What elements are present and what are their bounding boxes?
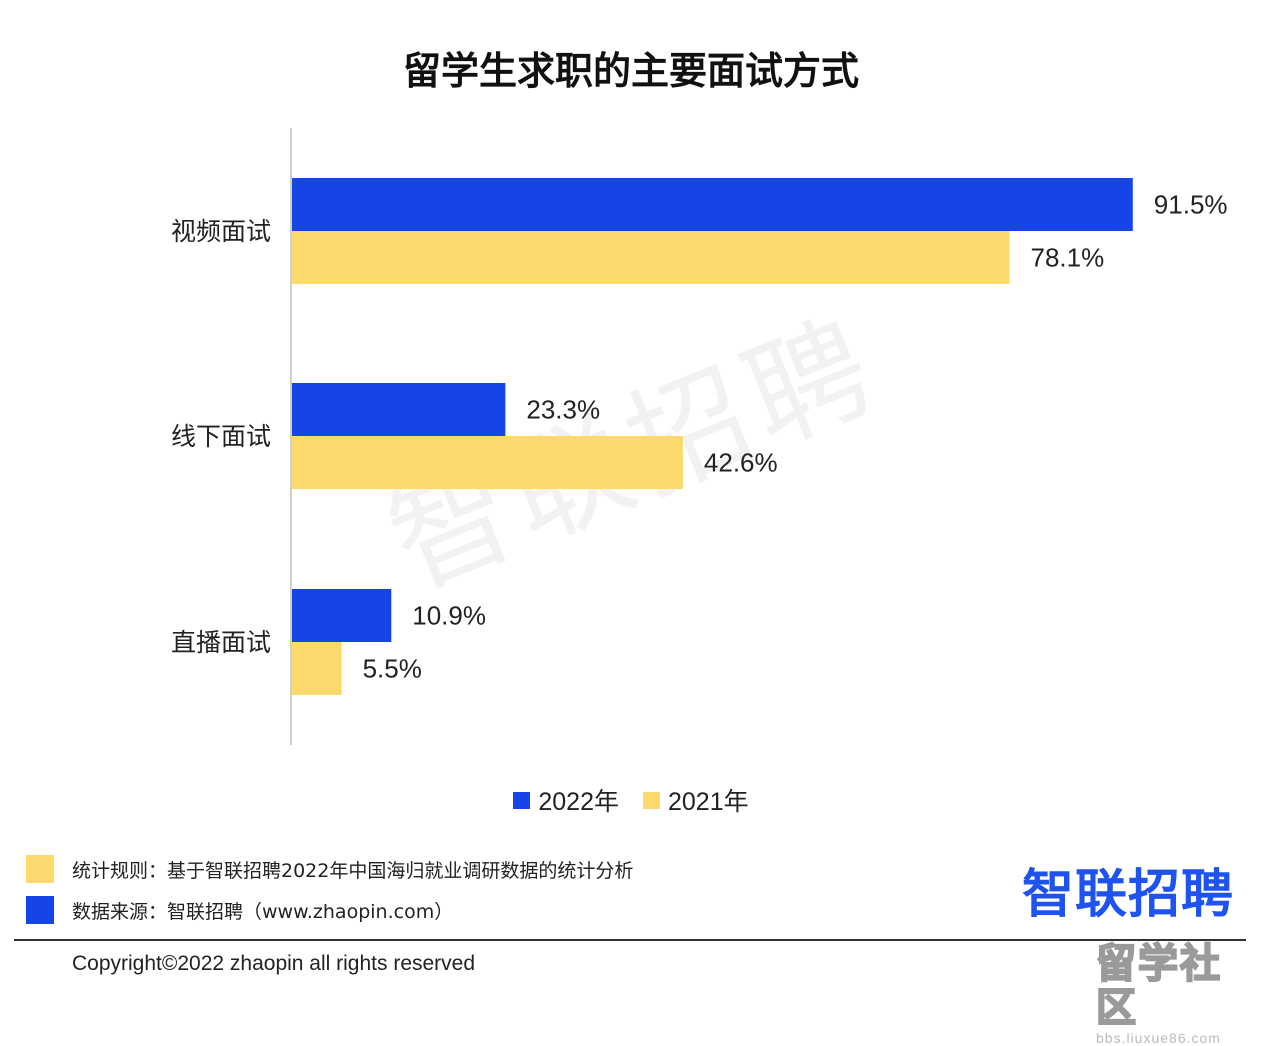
bar-2021-0 xyxy=(291,231,1010,284)
forum-name: 留学社区 xyxy=(1095,941,1222,1031)
copyright-text: Copyright©2022 zhaopin all rights reserv… xyxy=(72,952,476,975)
bar-2021-1 xyxy=(291,436,683,489)
data-label-2021-0: 78.1% xyxy=(1031,243,1105,273)
note-source: 数据来源：智联招聘（www.zhaopin.com） xyxy=(26,896,453,924)
data-label-2022-2: 10.9% xyxy=(412,601,486,631)
legend-item-2022: 2022年 xyxy=(513,782,619,818)
zhaopin-logo: 智联招聘 xyxy=(1022,865,1235,925)
forum-watermark: 留学社区 bbs.liuxue86.com xyxy=(1095,941,1262,1046)
bar-2022-1 xyxy=(291,383,506,436)
category-label-0: 视频面试 xyxy=(171,217,271,246)
category-label-1: 线下面试 xyxy=(171,422,271,451)
note-source-square xyxy=(26,896,54,924)
note-rule: 统计规则：基于智联招聘2022年中国海归就业调研数据的统计分析 xyxy=(26,855,633,883)
legend: 2022年 2021年 xyxy=(0,782,1262,818)
note-source-text: 数据来源：智联招聘（www.zhaopin.com） xyxy=(72,900,454,923)
bar-2021-2 xyxy=(291,642,342,695)
bar-2022-0 xyxy=(291,178,1133,231)
bar-2022-2 xyxy=(291,589,392,642)
data-label-2022-0: 91.5% xyxy=(1154,190,1228,220)
legend-item-2021: 2021年 xyxy=(643,782,749,818)
footer-divider xyxy=(14,939,1246,941)
forum-url: bbs.liuxue86.com xyxy=(1096,1030,1221,1046)
chart-title: 留学生求职的主要面试方式 xyxy=(402,49,859,93)
data-label-2021-2: 5.5% xyxy=(363,654,422,684)
data-label-2021-1: 42.6% xyxy=(704,448,778,478)
bar-chart: 91.5% 78.1% 视频面试 23.3% 42.6% 线下面试 10.9% 5.5% 直播面… xyxy=(171,128,1228,745)
category-label-2: 直播面试 xyxy=(171,628,271,657)
note-rule-text: 统计规则：基于智联招聘2022年中国海归就业调研数据的统计分析 xyxy=(72,859,634,882)
legend-swatch-2022 xyxy=(513,791,531,809)
legend-swatch-2021 xyxy=(643,791,660,809)
data-label-2022-1: 23.3% xyxy=(526,395,600,425)
note-rule-square xyxy=(26,855,54,883)
legend-label-2021: 2021年 xyxy=(668,788,749,816)
legend-label-2022: 2022年 xyxy=(538,788,619,816)
